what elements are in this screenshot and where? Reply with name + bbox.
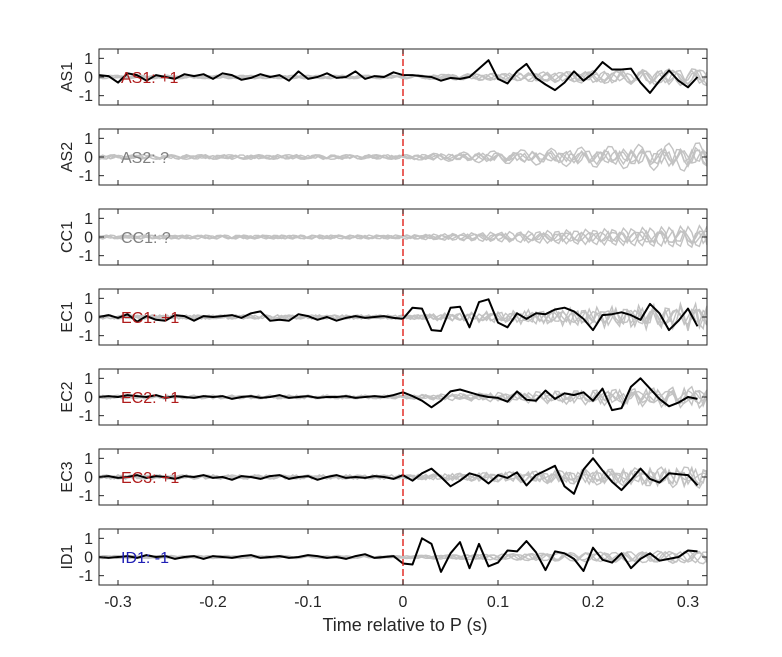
y-tick-label: -1 [79,168,93,185]
y-axis-label: EC1 [59,301,76,332]
background-trace [98,550,708,564]
y-tick-label: 0 [84,70,93,87]
polarity-label: EC3: +1 [121,470,179,487]
polarity-label: AS1: +1 [121,70,178,87]
polarity-label: EC1: +1 [121,310,179,327]
x-tick-label: -0.3 [104,594,132,611]
x-tick-label: 0.3 [677,594,699,611]
y-tick-label: 1 [84,51,93,68]
highlight-trace [98,59,699,94]
y-tick-label: -1 [79,568,93,585]
y-axis-label: ID1 [59,544,76,569]
y-axis-label: EC2 [59,381,76,412]
highlight-trace [98,457,699,495]
panel-cc1: -10 1 CC1 CC1: ? [59,208,708,266]
background-trace [98,224,708,249]
y-tick-label: 1 [84,131,93,148]
y-tick-label: -1 [79,248,93,265]
y-tick-label: 0 [84,470,93,487]
background-trace [98,225,708,248]
x-tick-label: -0.2 [199,594,227,611]
panel-as2: -10 1 AS2 AS2: ? [59,128,708,186]
y-tick-label: 0 [84,150,93,167]
y-tick-label: 1 [84,531,93,548]
panel-ec1: -10 1 EC1 EC1: +1 [59,288,708,346]
y-tick-label: 0 [84,310,93,327]
highlight-trace [98,298,699,332]
x-tick-label: 0.1 [487,594,509,611]
y-tick-label: 0 [84,390,93,407]
panel-id1: -10 1 ID1 ID1: -1 [59,528,708,586]
polarity-label: EC2: +1 [121,390,179,407]
x-tick-label: -0.1 [294,594,322,611]
y-tick-label: 0 [84,230,93,247]
panel-ec2: -10 1 EC2 EC2: +1 [59,368,708,426]
x-tick-label: 0 [399,594,408,611]
y-tick-label: -1 [79,328,93,345]
polarity-label: ID1: -1 [121,550,169,567]
x-axis-label: Time relative to P (s) [322,615,487,635]
highlight-trace [98,377,698,412]
panel-ec3: -10 1 EC3 EC3: +1 [59,448,708,506]
y-tick-label: 1 [84,211,93,228]
y-axis-label: CC1 [59,221,76,253]
y-tick-label: 0 [84,550,93,567]
y-tick-label: 1 [84,291,93,308]
panel-as1: -10 1 AS1 AS1: +1 [59,48,708,106]
y-axis-label: AS2 [59,142,76,172]
polarity-label: CC1: ? [121,230,171,247]
y-tick-label: 1 [84,371,93,388]
background-trace [98,149,708,165]
y-tick-label: -1 [79,408,93,425]
highlight-trace [98,537,698,573]
y-tick-label: 1 [84,451,93,468]
polarity-label: AS2: ? [121,150,169,167]
y-tick-label: -1 [79,88,93,105]
y-tick-label: -1 [79,488,93,505]
y-axis-label: AS1 [59,62,76,92]
y-axis-label: EC3 [59,461,76,492]
background-trace [98,67,708,87]
x-tick-label: 0.2 [582,594,604,611]
